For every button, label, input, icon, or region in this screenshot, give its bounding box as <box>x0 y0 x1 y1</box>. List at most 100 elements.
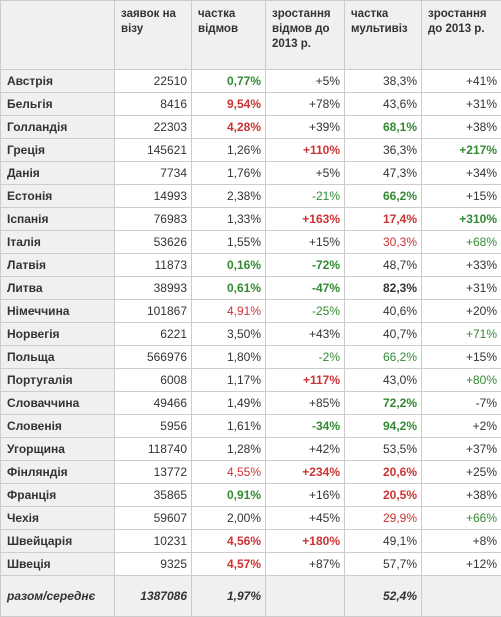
cell-refusal-growth: -25% <box>266 300 345 323</box>
totals-refusal-share: 1,97% <box>192 576 266 617</box>
cell-growth: +15% <box>422 346 501 369</box>
cell-refusal-growth: +16% <box>266 484 345 507</box>
cell-refusal-growth: +43% <box>266 323 345 346</box>
cell-multivisa-share: 94,2% <box>345 415 422 438</box>
cell-refusal-share: 1,80% <box>192 346 266 369</box>
cell-applications: 6008 <box>115 369 192 392</box>
cell-country: Естонія <box>1 185 115 208</box>
cell-refusal-share: 2,00% <box>192 507 266 530</box>
cell-refusal-growth: -72% <box>266 254 345 277</box>
cell-growth: +8% <box>422 530 501 553</box>
cell-growth: +66% <box>422 507 501 530</box>
cell-applications: 35865 <box>115 484 192 507</box>
cell-applications: 566976 <box>115 346 192 369</box>
cell-multivisa-share: 43,6% <box>345 93 422 116</box>
cell-multivisa-share: 48,7% <box>345 254 422 277</box>
cell-country: Голландія <box>1 116 115 139</box>
cell-multivisa-share: 40,6% <box>345 300 422 323</box>
cell-refusal-share: 2,38% <box>192 185 266 208</box>
cell-multivisa-share: 72,2% <box>345 392 422 415</box>
cell-country: Греція <box>1 139 115 162</box>
cell-refusal-growth: +42% <box>266 438 345 461</box>
cell-country: Угорщина <box>1 438 115 461</box>
cell-country: Австрія <box>1 70 115 93</box>
cell-multivisa-share: 57,7% <box>345 553 422 576</box>
header-row: заявок на візу частка відмов зростання в… <box>1 1 501 70</box>
cell-country: Франція <box>1 484 115 507</box>
header-multivisa-share: частка мультивіз <box>345 1 422 70</box>
cell-country: Польща <box>1 346 115 369</box>
cell-refusal-share: 4,57% <box>192 553 266 576</box>
cell-growth: +20% <box>422 300 501 323</box>
cell-refusal-growth: +87% <box>266 553 345 576</box>
cell-applications: 145621 <box>115 139 192 162</box>
cell-growth: +68% <box>422 231 501 254</box>
cell-refusal-share: 4,28% <box>192 116 266 139</box>
cell-multivisa-share: 20,5% <box>345 484 422 507</box>
cell-country: Португалія <box>1 369 115 392</box>
cell-applications: 10231 <box>115 530 192 553</box>
cell-multivisa-share: 66,2% <box>345 346 422 369</box>
cell-refusal-share: 1,17% <box>192 369 266 392</box>
cell-growth: +34% <box>422 162 501 185</box>
cell-applications: 53626 <box>115 231 192 254</box>
cell-country: Словаччина <box>1 392 115 415</box>
cell-country: Швеція <box>1 553 115 576</box>
header-refusal-growth: зростання відмов до 2013 р. <box>266 1 345 70</box>
cell-refusal-share: 1,49% <box>192 392 266 415</box>
cell-refusal-share: 4,91% <box>192 300 266 323</box>
cell-growth: +41% <box>422 70 501 93</box>
table-header: заявок на візу частка відмов зростання в… <box>1 1 501 70</box>
totals-row: разом/середнє 1387086 1,97% 52,4% <box>1 576 501 617</box>
cell-refusal-growth: +78% <box>266 93 345 116</box>
cell-refusal-growth: +234% <box>266 461 345 484</box>
cell-applications: 14993 <box>115 185 192 208</box>
cell-multivisa-share: 17,4% <box>345 208 422 231</box>
cell-applications: 11873 <box>115 254 192 277</box>
cell-growth: +37% <box>422 438 501 461</box>
cell-growth: +38% <box>422 484 501 507</box>
cell-refusal-share: 1,61% <box>192 415 266 438</box>
cell-multivisa-share: 68,1% <box>345 116 422 139</box>
cell-country: Німеччина <box>1 300 115 323</box>
header-growth: зростання до 2013 р. <box>422 1 501 70</box>
cell-country: Швейцарія <box>1 530 115 553</box>
cell-applications: 38993 <box>115 277 192 300</box>
cell-refusal-growth: +39% <box>266 116 345 139</box>
cell-refusal-growth: -2% <box>266 346 345 369</box>
cell-country: Фінляндія <box>1 461 115 484</box>
cell-country: Іспанія <box>1 208 115 231</box>
cell-multivisa-share: 38,3% <box>345 70 422 93</box>
cell-growth: +31% <box>422 93 501 116</box>
cell-growth: +12% <box>422 553 501 576</box>
cell-country: Литва <box>1 277 115 300</box>
cell-growth: +31% <box>422 277 501 300</box>
cell-refusal-share: 1,55% <box>192 231 266 254</box>
cell-applications: 59607 <box>115 507 192 530</box>
cell-refusal-share: 9,54% <box>192 93 266 116</box>
cell-applications: 6221 <box>115 323 192 346</box>
header-country <box>1 1 115 70</box>
cell-refusal-growth: +180% <box>266 530 345 553</box>
cell-multivisa-share: 49,1% <box>345 530 422 553</box>
cell-growth: +25% <box>422 461 501 484</box>
totals-label: разом/середнє <box>1 576 115 617</box>
cell-refusal-share: 0,77% <box>192 70 266 93</box>
cell-applications: 5956 <box>115 415 192 438</box>
